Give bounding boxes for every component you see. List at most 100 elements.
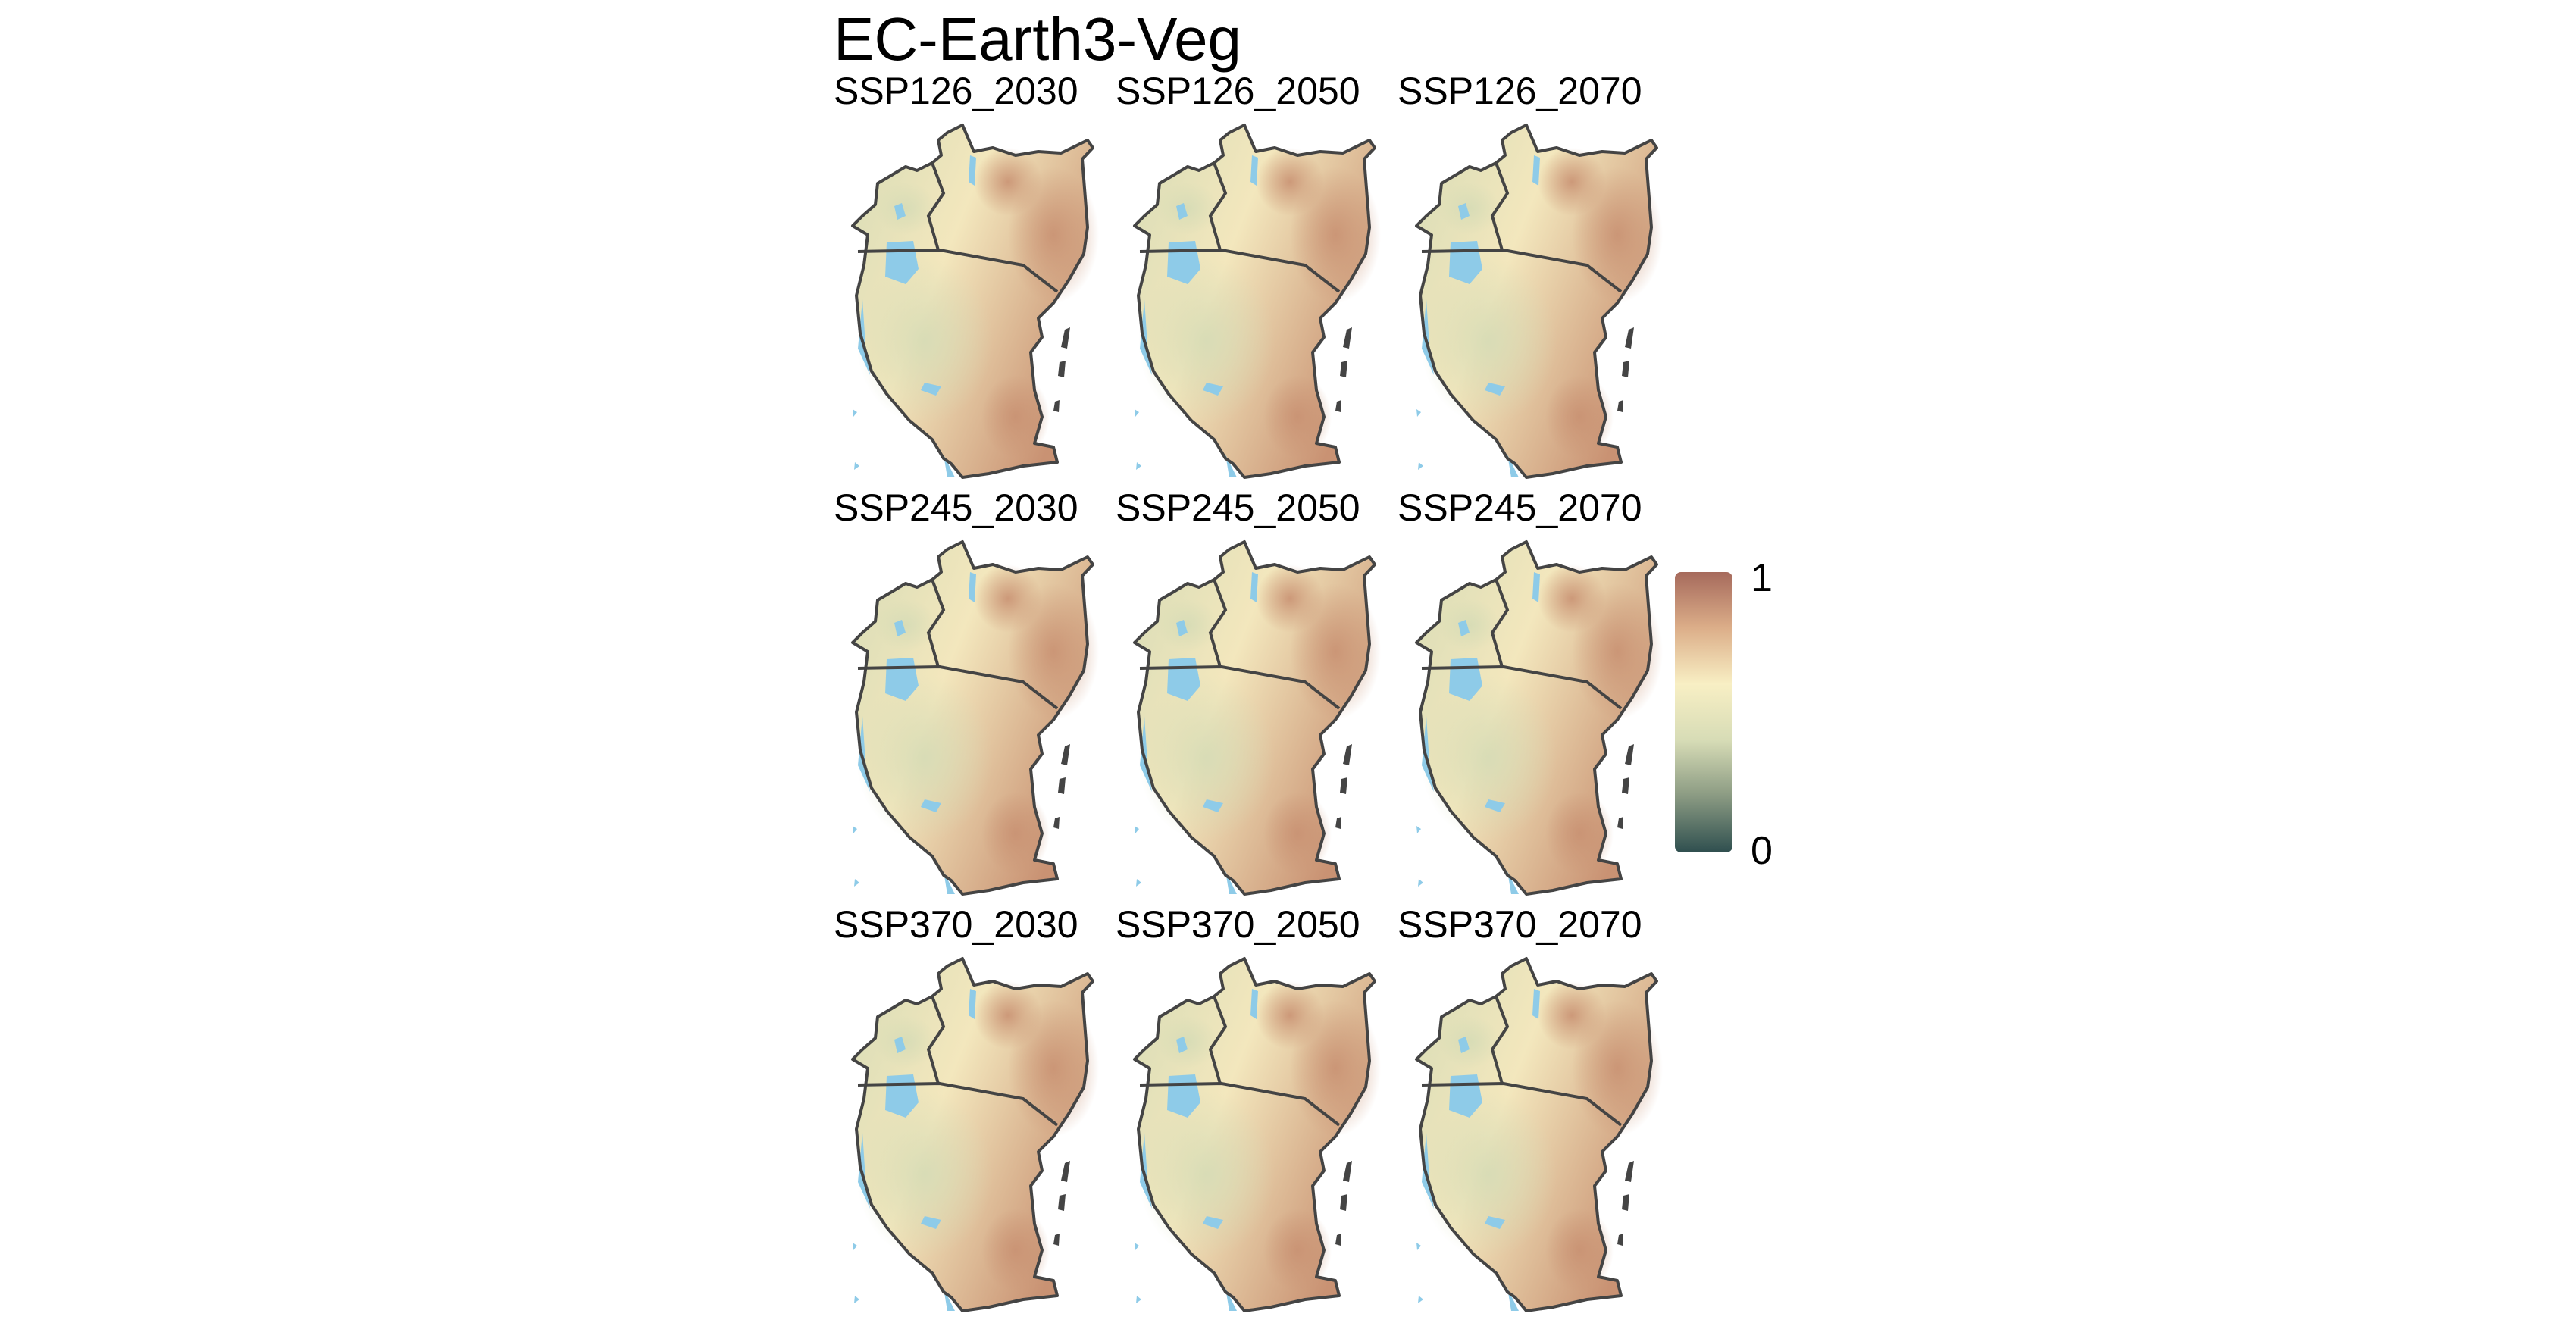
panel-title: SSP370_2070 <box>1398 903 1642 946</box>
suitability-map <box>1415 540 1663 896</box>
island <box>1343 327 1352 349</box>
panel-title: SSP370_2030 <box>834 903 1078 946</box>
high-suitability-area <box>1545 375 1614 458</box>
island <box>1061 744 1070 765</box>
suitability-map <box>851 124 1099 479</box>
island <box>1053 817 1060 829</box>
island <box>1343 744 1352 765</box>
lake <box>854 1296 859 1303</box>
country-border <box>1490 996 1510 1084</box>
lake <box>894 1037 906 1053</box>
island <box>1617 1234 1623 1246</box>
island <box>1335 817 1341 829</box>
high-suitability-area <box>981 375 1050 458</box>
low-suitability-area <box>1138 1091 1275 1258</box>
country-border <box>1208 162 1228 251</box>
lake <box>853 1243 857 1250</box>
country-outline <box>1415 957 1658 1312</box>
lake <box>1203 799 1223 812</box>
map-panel: SSP126_2050 <box>1116 68 1388 493</box>
island <box>1058 1194 1066 1211</box>
low-suitability-area <box>1157 1015 1218 1068</box>
island <box>1053 1234 1060 1246</box>
lake <box>1418 879 1423 887</box>
high-suitability-area <box>1545 792 1614 875</box>
country-border <box>857 248 1059 293</box>
lake <box>1418 1296 1423 1303</box>
map-panel: SSP245_2030 <box>834 485 1106 909</box>
lake <box>1203 1216 1223 1229</box>
lake <box>1135 1243 1139 1250</box>
panel-title: SSP370_2050 <box>1116 903 1360 946</box>
country-border <box>1490 162 1510 251</box>
map-panel: SSP245_2070 <box>1398 485 1670 909</box>
panel-title: SSP245_2070 <box>1398 486 1642 529</box>
lake <box>1532 989 1540 1019</box>
suitability-map <box>1415 124 1663 479</box>
lake <box>854 879 859 887</box>
suitability-map <box>1133 957 1381 1312</box>
high-suitability-area <box>1538 148 1606 216</box>
high-suitability-area <box>1545 1209 1614 1292</box>
country-border <box>857 1081 1059 1127</box>
panel-title: SSP126_2030 <box>834 70 1078 112</box>
island <box>1625 327 1634 349</box>
map-panel: SSP126_2030 <box>834 68 1106 493</box>
lake <box>853 826 857 833</box>
lake <box>853 409 857 417</box>
country-border <box>926 162 946 251</box>
country-border <box>1139 1081 1341 1127</box>
suitability-map <box>1133 540 1381 896</box>
high-suitability-area <box>1256 981 1324 1049</box>
island <box>1335 400 1341 412</box>
lake <box>1458 620 1470 636</box>
island <box>1343 1161 1352 1182</box>
island <box>1053 400 1060 412</box>
high-suitability-area <box>1256 564 1324 633</box>
low-suitability-area <box>875 1015 936 1068</box>
color-legend: 1 0 <box>1675 556 1789 873</box>
map-panel: SSP126_2070 <box>1398 68 1670 493</box>
island <box>1340 777 1347 794</box>
figure-title: EC-Earth3-Veg <box>834 5 1242 73</box>
low-suitability-area <box>1439 599 1500 652</box>
country-outline <box>851 957 1094 1312</box>
island <box>1340 361 1347 377</box>
lake <box>921 1216 941 1229</box>
lake <box>1136 879 1141 887</box>
map-panel: SSP245_2050 <box>1116 485 1388 909</box>
high-suitability-area <box>974 564 1042 633</box>
country-border <box>1421 248 1623 293</box>
country-border <box>1421 665 1623 710</box>
island <box>1625 744 1634 765</box>
island <box>1625 1161 1634 1182</box>
island <box>1622 777 1629 794</box>
map-panel: SSP370_2030 <box>834 902 1106 1326</box>
panel-title: SSP245_2030 <box>834 486 1078 529</box>
country-outline <box>1133 124 1376 479</box>
lake <box>894 620 906 636</box>
low-suitability-area <box>1420 258 1557 424</box>
lake <box>1250 989 1258 1019</box>
country-border <box>1490 579 1510 668</box>
map-panel: SSP370_2070 <box>1398 902 1670 1326</box>
lake <box>1250 572 1258 602</box>
low-suitability-area <box>856 1091 993 1258</box>
country-outline <box>851 124 1094 479</box>
lake <box>1176 1037 1188 1053</box>
lake <box>1418 462 1423 470</box>
lake <box>969 155 976 186</box>
country-outline <box>1133 957 1376 1312</box>
country-border <box>1208 996 1228 1084</box>
island <box>1617 817 1623 829</box>
lake <box>1176 203 1188 220</box>
high-suitability-area <box>1256 148 1324 216</box>
country-outline <box>1415 540 1658 896</box>
map-panel: SSP370_2050 <box>1116 902 1388 1326</box>
low-suitability-area <box>1420 1091 1557 1258</box>
lake <box>1485 383 1505 396</box>
legend-min-label: 0 <box>1751 829 1773 873</box>
island <box>1622 1194 1629 1211</box>
low-suitability-area <box>856 258 993 424</box>
country-border <box>1139 665 1341 710</box>
